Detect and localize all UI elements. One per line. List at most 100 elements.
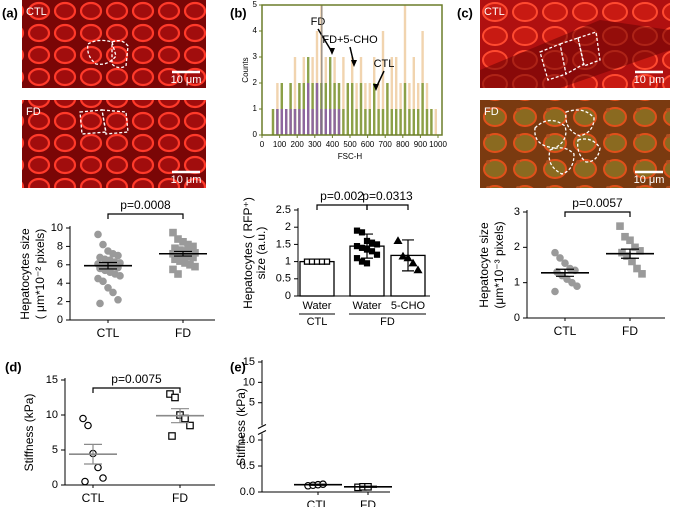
data-point (323, 258, 331, 265)
y-tick-label: 4 (253, 26, 258, 35)
data-point (81, 477, 89, 486)
data-point (398, 251, 408, 260)
histogram-bar (351, 83, 354, 135)
histogram-bar (386, 83, 389, 135)
y-tick-label: 15 (46, 374, 58, 386)
p-value: p=0.0313 (362, 189, 413, 203)
y-tick-label: 2 (285, 221, 291, 233)
y-axis-label: Hepatocyte size (477, 222, 491, 308)
x-axis-label: FSC-H (338, 152, 363, 161)
x-tick-label: 600 (361, 140, 375, 149)
data-point (94, 463, 102, 472)
histogram-bar (381, 109, 385, 135)
data-point (169, 228, 177, 237)
p-value: p=0.0057 (572, 196, 623, 210)
image-label: FD (26, 106, 41, 118)
y-axis-label: ( μm*10⁻² pixels) (33, 229, 47, 320)
y-tick-label: 5 (52, 444, 58, 456)
panel-label: (c) (457, 5, 473, 20)
y-tick-label: 5 (249, 397, 255, 409)
sem-bar (556, 268, 574, 277)
sem-bar (99, 261, 117, 270)
y-tick-label: 1 (253, 104, 258, 113)
data-point (318, 258, 326, 265)
sem-bar (84, 443, 102, 465)
histogram-bar (390, 109, 393, 135)
data-point (114, 295, 122, 304)
image-a-fd (22, 100, 206, 188)
data-point (358, 229, 366, 236)
y-tick-label: 0 (285, 290, 291, 302)
data-point (368, 239, 376, 246)
group-label: CTL (307, 316, 328, 328)
histogram-bar (293, 109, 297, 135)
y-tick-label: 10 (46, 409, 58, 421)
data-point (638, 270, 646, 278)
data-point (99, 474, 107, 482)
y-tick-label: 0.0 (240, 486, 255, 498)
series-label: FD+5-CHO (322, 34, 378, 46)
data-point (191, 262, 199, 271)
histogram-bar (395, 109, 398, 135)
data-point (109, 288, 117, 297)
data-point (573, 282, 581, 291)
x-tick-label: CTL (307, 498, 330, 507)
data-point (84, 421, 92, 430)
data-point (561, 259, 569, 268)
y-axis-label: Counts (241, 57, 250, 82)
histogram-bar (329, 57, 332, 135)
image-label: CTL (484, 6, 505, 18)
y-tick-label: 0 (514, 312, 520, 324)
y-axis-label: Hepatocytes ( RFP⁺) (241, 197, 255, 309)
histogram-bar (425, 109, 429, 135)
data-point (363, 260, 371, 267)
x-tick-label: 400 (326, 140, 340, 149)
y-tick-label: 10 (243, 376, 255, 388)
x-tick-label: FD (622, 324, 638, 338)
data-point (358, 258, 366, 265)
histogram-bar (412, 57, 415, 135)
x-tick-label: CTL (82, 491, 105, 505)
x-tick-label: 5-CHO (391, 300, 426, 312)
y-tick-label: 1.0 (240, 434, 255, 446)
panel-label: (d) (5, 359, 22, 374)
significance-bracket (92, 387, 181, 393)
data-point (116, 272, 124, 280)
histogram-bar (377, 109, 380, 135)
y-axis-label: size (a.u.) (254, 227, 268, 280)
histogram-bar (395, 57, 398, 135)
y-axis-label: Hepatocytes size (18, 228, 32, 320)
x-tick-label: 0 (260, 140, 265, 149)
series-label: FD (311, 16, 326, 28)
histogram-bar (280, 109, 283, 135)
data-point (104, 283, 112, 292)
panel-label: (e) (230, 359, 246, 374)
y-axis-label: (μm*10⁻³ pixels) (492, 221, 506, 308)
data-point (413, 265, 423, 274)
x-tick-label: CTL (97, 326, 120, 340)
image-label: CTL (26, 6, 47, 18)
axis-break (256, 425, 268, 434)
plot-frame (261, 4, 443, 136)
histogram-bar (298, 109, 301, 135)
p-value: p=0.0008 (120, 198, 171, 212)
data-point (551, 248, 559, 257)
histogram-bar (311, 109, 314, 135)
y-tick-label: 3 (253, 52, 258, 61)
histogram-bar (430, 109, 433, 135)
histogram-bar (315, 83, 319, 135)
x-tick-label: FD (172, 491, 188, 505)
data-point (551, 287, 559, 296)
histogram-bar (381, 31, 385, 135)
histogram-bar (285, 109, 288, 135)
histogram-bar (302, 109, 305, 135)
x-tick-label: 700 (379, 140, 393, 149)
sem-bar (309, 483, 327, 486)
histogram-bar (337, 109, 341, 135)
bar (299, 260, 335, 297)
significance-bracket (564, 211, 631, 217)
data-point (353, 243, 361, 250)
x-tick-label: 1000 (429, 140, 447, 149)
data-point (114, 251, 122, 260)
